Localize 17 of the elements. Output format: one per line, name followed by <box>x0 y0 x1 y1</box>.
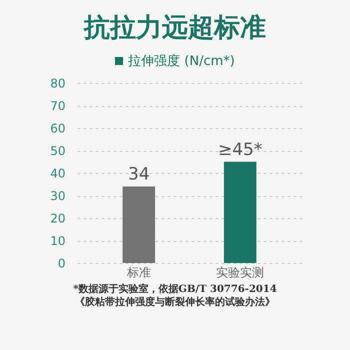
y-tick-label: 40 <box>50 166 65 180</box>
y-tick-label: 30 <box>50 189 65 203</box>
y-tick-label: 20 <box>50 212 65 226</box>
chart-title: 抗拉力远超标准 <box>82 12 267 45</box>
text: *数据源于实验室，依据GB/T 30776-2014 <box>72 283 278 296</box>
x-tick-label: 标准 <box>125 266 150 280</box>
y-tick-label: 50 <box>50 144 65 158</box>
text: 《胶粘带拉伸强度与断裂伸长率的试验办法》 <box>74 296 276 309</box>
y-tick-label: 60 <box>50 122 65 136</box>
y-tick-label: 70 <box>50 99 65 113</box>
y-tick-label: 0 <box>57 256 65 270</box>
y-tick-label: 10 <box>50 234 65 248</box>
legend-label: 拉伸强度 (N/cm*) <box>128 54 235 69</box>
data-label: ≥45* <box>217 140 262 160</box>
y-tick-label: 80 <box>50 76 65 90</box>
x-tick-label: 实验实测 <box>216 266 264 280</box>
data-label: 34 <box>128 164 150 184</box>
